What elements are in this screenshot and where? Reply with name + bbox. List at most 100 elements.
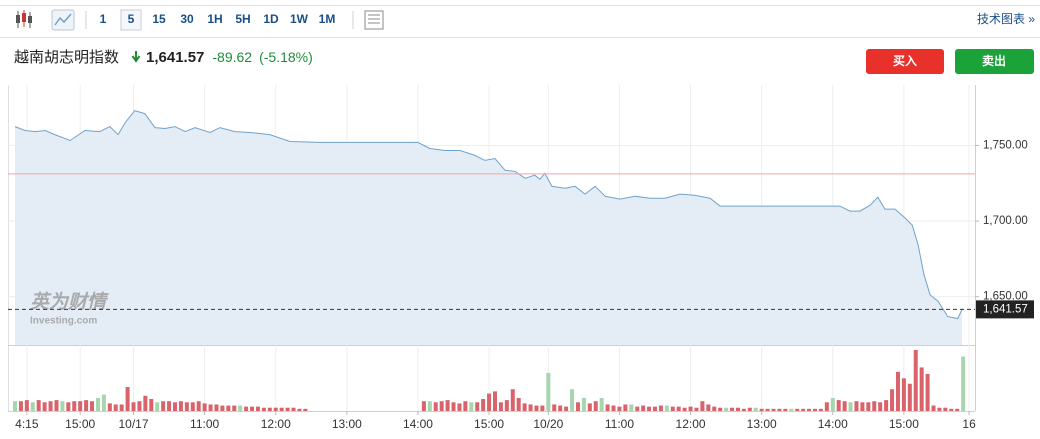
- volume-bar: [730, 407, 735, 411]
- interval-button[interactable]: 30: [180, 12, 194, 26]
- volume-bar: [48, 401, 53, 411]
- volume-bar: [516, 397, 521, 411]
- volume-bar: [451, 402, 456, 411]
- volume-bar: [13, 401, 17, 411]
- change: -89.62: [212, 49, 252, 65]
- volume-bar: [552, 404, 557, 411]
- volume-bar: [878, 402, 883, 411]
- volume-bar: [866, 402, 871, 411]
- interval-button[interactable]: 5: [128, 12, 135, 26]
- volume-bar: [161, 401, 166, 411]
- interval-button[interactable]: 15: [152, 12, 166, 26]
- volume-bar: [575, 402, 580, 411]
- interval-button[interactable]: 1H: [207, 12, 222, 26]
- volume-bar: [789, 408, 794, 411]
- volume-bar: [303, 408, 308, 411]
- volume-bar: [795, 408, 800, 411]
- volume-bar: [60, 401, 65, 411]
- volume-bar: [487, 393, 492, 411]
- volume-bar: [801, 408, 806, 411]
- volume-bar: [700, 401, 705, 411]
- volume-bar: [617, 406, 622, 411]
- volume-bar: [220, 405, 225, 411]
- volume-bar: [724, 407, 729, 411]
- x-tick-label: 13:00: [332, 417, 362, 431]
- interval-button[interactable]: 5H: [235, 12, 250, 26]
- volume-bar: [238, 405, 243, 411]
- x-tick-label: 10/17: [119, 417, 149, 431]
- technical-chart-link[interactable]: 技术图表 »: [977, 12, 1035, 26]
- volume-bar: [629, 404, 634, 411]
- volume-bar: [261, 407, 266, 411]
- volume-bar: [90, 401, 95, 411]
- area-icon[interactable]: [51, 9, 75, 31]
- volume-bar: [113, 404, 118, 411]
- volume-bar: [208, 404, 213, 411]
- volume-bar: [72, 401, 77, 411]
- interval-button[interactable]: 1W: [290, 12, 309, 26]
- volume-bar: [884, 400, 889, 411]
- volume-bar: [190, 402, 195, 411]
- watermark-brand: 英为财情: [30, 291, 109, 313]
- buy-button[interactable]: 买入: [866, 49, 944, 74]
- volume-bar: [570, 389, 575, 411]
- volume-bar: [475, 402, 480, 411]
- volume-bar: [285, 407, 290, 411]
- interval-button[interactable]: 1: [100, 12, 107, 26]
- volume-bar: [510, 389, 515, 411]
- volume-bar: [653, 406, 657, 411]
- interval-button[interactable]: 1M: [319, 12, 336, 26]
- index-name: 越南胡志明指数: [14, 49, 119, 66]
- volume-bar: [718, 407, 723, 411]
- volume-bar: [36, 400, 41, 411]
- volume-bar: [658, 405, 663, 411]
- volume-bar: [593, 401, 598, 411]
- volume-bar: [232, 405, 237, 411]
- volume-bar: [273, 407, 278, 411]
- volume-bar: [184, 402, 189, 411]
- volume-bar: [226, 405, 231, 411]
- interval-button[interactable]: 1D: [263, 12, 279, 26]
- volume-bar: [66, 402, 71, 411]
- volume-bar: [741, 408, 746, 411]
- volume-bar: [895, 371, 900, 411]
- volume-bar: [747, 407, 752, 411]
- volume-bar: [783, 408, 788, 411]
- volume-bar: [682, 407, 687, 411]
- volume-bar: [813, 408, 817, 411]
- volume-bar: [178, 401, 183, 411]
- buy-label[interactable]: 买入: [893, 54, 917, 68]
- price-line: 1,641.57 -89.62 (-5.18%): [146, 49, 313, 66]
- last-price-label: 1,641.57: [983, 303, 1028, 315]
- volume-bar: [635, 406, 640, 411]
- volume-bar: [907, 383, 912, 411]
- change-pct: (-5.18%): [259, 49, 313, 65]
- volume-bar: [101, 394, 106, 411]
- volume-bar: [267, 407, 272, 411]
- volume-bar: [84, 400, 89, 411]
- volume-bar: [753, 407, 758, 411]
- volume-bar: [167, 401, 172, 411]
- candle-icon[interactable]: [16, 10, 32, 28]
- volume-bar: [818, 408, 823, 411]
- volume-bar: [848, 402, 853, 411]
- volume-bar: [664, 405, 669, 411]
- volume-bar: [949, 408, 954, 411]
- price-area: [15, 110, 962, 345]
- volume-bar: [771, 408, 776, 411]
- volume-bar: [54, 400, 59, 411]
- sell-button[interactable]: 卖出: [955, 49, 1034, 74]
- volume-bar: [564, 406, 569, 411]
- down-arrow: [131, 51, 141, 63]
- volume-bar: [463, 401, 468, 411]
- volume-bar: [107, 403, 112, 411]
- x-tick-label: 15:00: [65, 417, 95, 431]
- volume-bar: [244, 406, 249, 411]
- x-tick-label: 11:00: [190, 417, 219, 431]
- volume-bar: [279, 407, 284, 411]
- layout-icon[interactable]: [364, 10, 384, 30]
- volume-bar: [18, 401, 23, 411]
- y-tick-label: 1,650.00: [983, 291, 1028, 303]
- sell-label[interactable]: 卖出: [982, 53, 1006, 68]
- x-tick-label: 12:00: [261, 417, 291, 431]
